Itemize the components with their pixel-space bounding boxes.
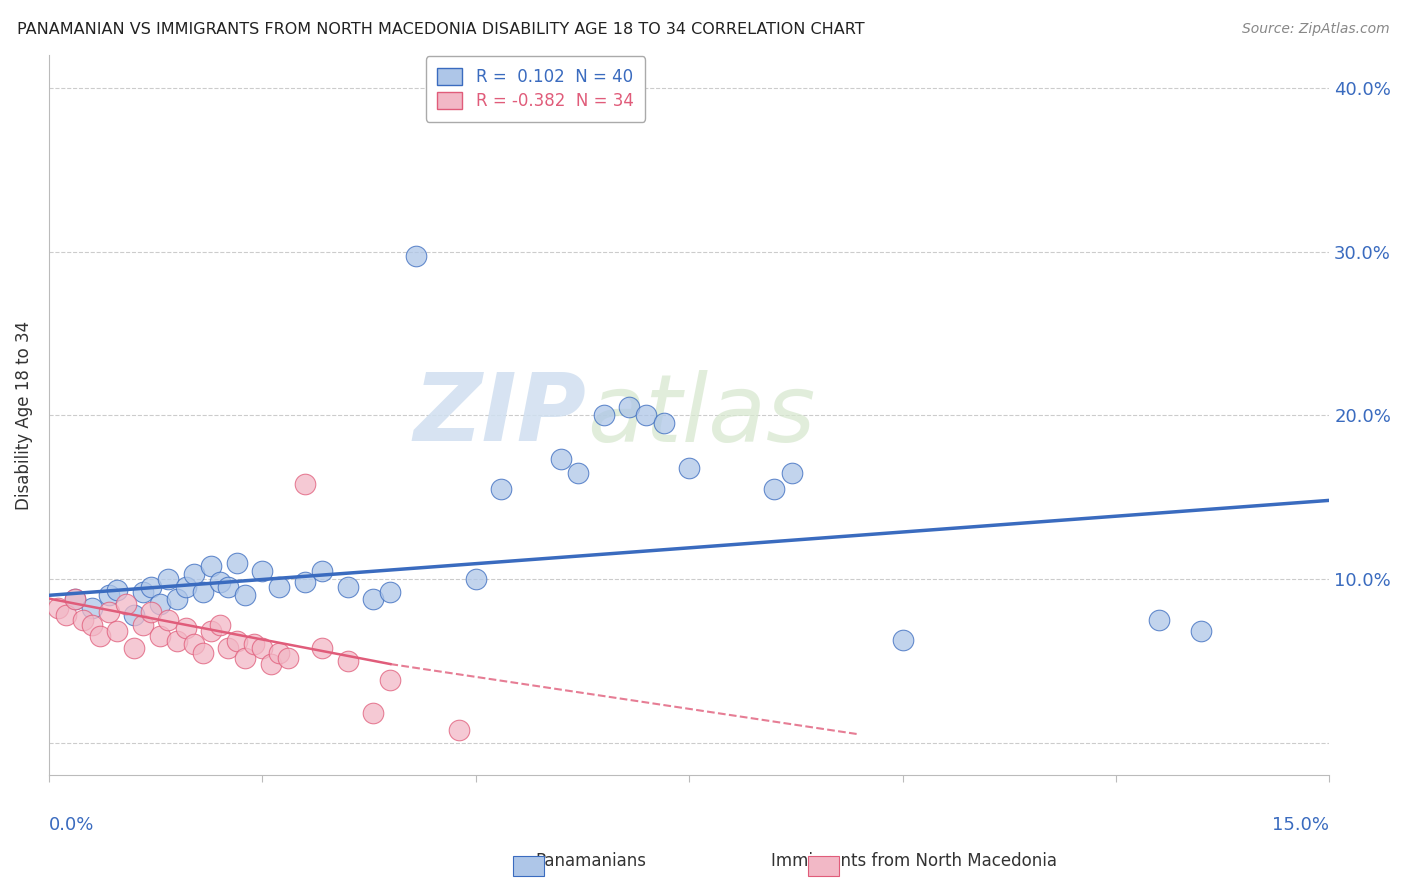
Point [233,588,256,602]
Point [63,591,86,606]
Text: PANAMANIAN VS IMMIGRANTS FROM NORTH MACEDONIA DISABILITY AGE 18 TO 34 CORRELATIO: PANAMANIAN VS IMMIGRANTS FROM NORTH MACE… [17,22,865,37]
Point [217,640,239,655]
Point [55,607,77,622]
Point [200,558,222,573]
Point [174,621,197,635]
Point [114,597,136,611]
Point [1189,624,1212,639]
Point [105,624,128,639]
Point [225,634,247,648]
Point [72,613,94,627]
Point [225,556,247,570]
Point [1147,613,1170,627]
Point [124,640,146,655]
Point [780,466,803,480]
Point [380,673,402,688]
Point [567,466,589,480]
Point [46,601,69,615]
Point [157,572,180,586]
Point [97,605,120,619]
Point [311,564,333,578]
Text: Panamanians: Panamanians [536,852,645,870]
Point [243,637,266,651]
Point [277,650,299,665]
Point [208,575,231,590]
Point [149,629,172,643]
Point [132,585,155,599]
Point [183,567,205,582]
Point [891,632,914,647]
Point [174,580,197,594]
Point [191,585,214,599]
Point [491,482,513,496]
Point [363,591,385,606]
Point [269,646,291,660]
Point [105,583,128,598]
Point [260,657,283,671]
Point [97,588,120,602]
Point [63,591,86,606]
Point [89,629,111,643]
Point [363,706,385,721]
Point [252,640,274,655]
Point [200,624,222,639]
Point [166,591,188,606]
Point [619,400,641,414]
Point [294,477,316,491]
Point [208,617,231,632]
Text: atlas: atlas [586,370,815,461]
Point [550,452,572,467]
Point [405,250,427,264]
Point [252,564,274,578]
Point [141,580,163,594]
Point [636,409,658,423]
Point [380,585,402,599]
Point [336,654,359,668]
Text: 0.0%: 0.0% [49,816,94,834]
Point [592,409,614,423]
Point [191,646,214,660]
Point [294,575,316,590]
Point [141,605,163,619]
Point [464,572,486,586]
Point [80,601,103,615]
Point [447,723,470,737]
Point [217,580,239,594]
Point [652,417,675,431]
Text: 15.0%: 15.0% [1272,816,1329,834]
Point [678,460,700,475]
Point [763,482,786,496]
Point [336,580,359,594]
Point [157,613,180,627]
Legend: R =  0.102  N = 40, R = -0.382  N = 34: R = 0.102 N = 40, R = -0.382 N = 34 [426,56,645,122]
Point [80,617,103,632]
Point [166,634,188,648]
Point [233,650,256,665]
Text: Immigrants from North Macedonia: Immigrants from North Macedonia [770,852,1057,870]
Point [269,580,291,594]
Point [311,640,333,655]
Point [149,597,172,611]
Point [124,607,146,622]
Point [183,637,205,651]
Y-axis label: Disability Age 18 to 34: Disability Age 18 to 34 [15,321,32,510]
Text: Source: ZipAtlas.com: Source: ZipAtlas.com [1241,22,1389,37]
Text: ZIP: ZIP [413,369,586,461]
Point [132,617,155,632]
